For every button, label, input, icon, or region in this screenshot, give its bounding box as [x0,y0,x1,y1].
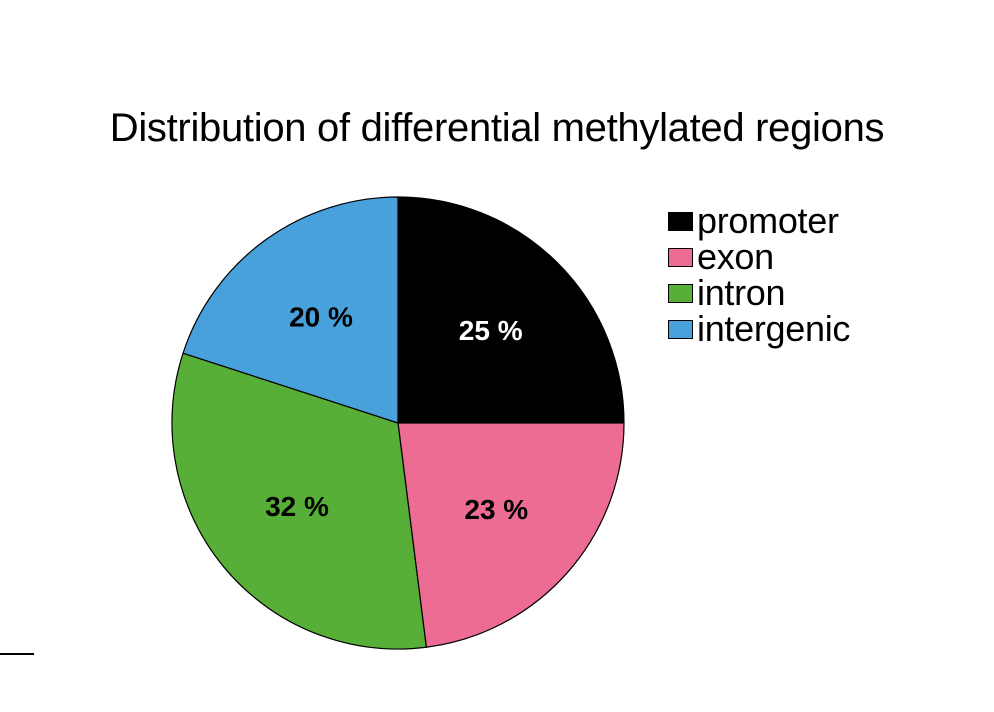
legend-item-exon: exon [668,239,850,275]
pie-slice-intergenic [182,196,399,424]
pie-label-exon: 23 % [464,494,528,525]
pie-slice-promoter [397,196,625,424]
pie-slice-intron [171,352,427,650]
legend-item-intron: intron [668,275,850,311]
legend-item-intergenic: intergenic [668,311,850,347]
legend-label-intergenic: intergenic [697,308,851,349]
legend-swatch-intergenic [668,319,693,339]
pie-slice-exon [397,422,625,648]
pie-label-intron: 32 % [265,491,329,522]
chart-title: Distribution of differential methylated … [109,106,885,150]
legend-swatch-exon [668,247,693,267]
legend-label-promoter: promoter [697,200,839,241]
legend: promoter exon intron intergenic [668,203,850,347]
legend-swatch-intron [668,283,693,303]
legend-item-promoter: promoter [668,203,850,239]
legend-swatch-promoter [668,211,693,231]
legend-label-exon: exon [697,236,774,277]
legend-label-intron: intron [697,272,786,313]
edge-mark [0,653,34,655]
pie-label-promoter: 25 % [459,315,523,346]
pie-label-intergenic: 20 % [289,302,353,333]
